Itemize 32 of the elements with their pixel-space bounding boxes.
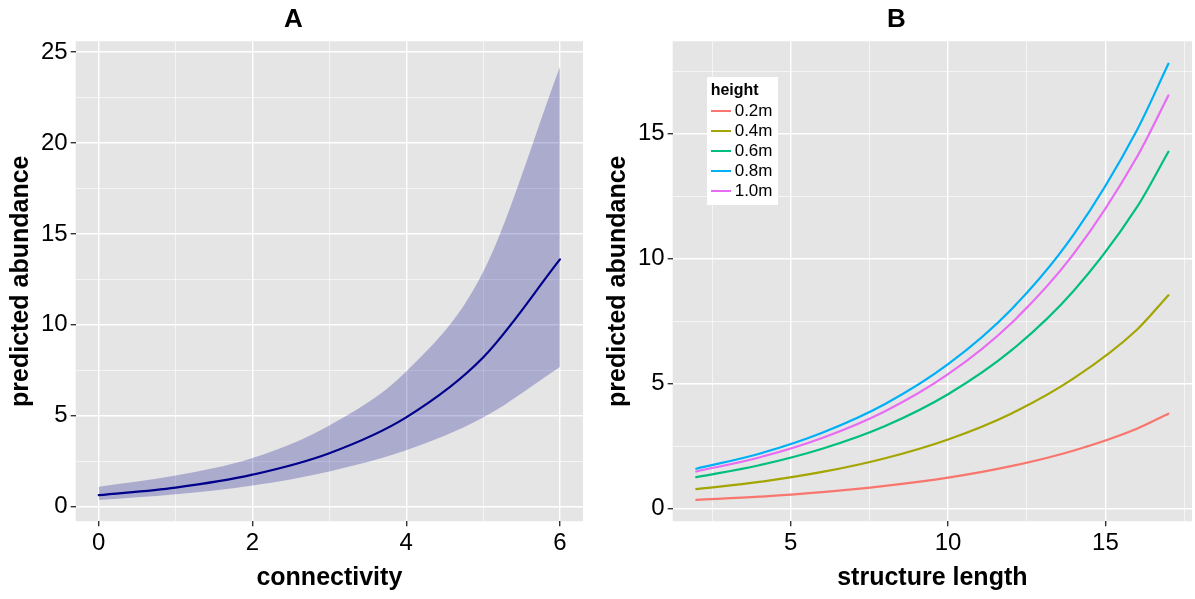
y-tick-label: 15 [40, 218, 68, 246]
x-axis-title: structure length [837, 561, 1028, 590]
y-tick-label: 10 [40, 309, 68, 337]
line-series [695, 294, 1170, 491]
y-tick-label: 0 [651, 493, 665, 521]
x-tick-label: 2 [245, 528, 260, 556]
x-tick-label: 0 [92, 528, 106, 556]
y-tick-label: 20 [40, 127, 68, 155]
y-axis-title: predicted abundance [4, 155, 33, 407]
y-tick-label: 10 [637, 243, 665, 271]
y-tick-label: 5 [54, 400, 68, 428]
x-tick-label: 5 [784, 528, 798, 556]
legend-label: 0.4m [734, 121, 773, 142]
x-tick-label: 4 [399, 528, 413, 556]
x-tick-label: 15 [1092, 528, 1119, 556]
y-axis-title: predicted abundance [601, 155, 630, 407]
chart-title: B [887, 2, 906, 33]
x-tick-label: 6 [553, 528, 567, 556]
y-tick-label: 0 [54, 491, 68, 519]
legend-label: 0.2m [734, 101, 773, 122]
legend-label: 1.0m [734, 181, 773, 202]
y-tick-label: 15 [637, 118, 665, 146]
y-tick-label: 25 [40, 36, 68, 64]
line-series [97, 258, 562, 497]
legend-label: 0.8m [734, 161, 773, 182]
y-tick-label: 5 [651, 368, 665, 396]
x-axis-title: connectivity [256, 561, 403, 590]
legend-label: 0.6m [734, 141, 773, 162]
x-tick-label: 10 [934, 528, 962, 556]
legend-title: height [710, 81, 760, 100]
line-series [695, 412, 1170, 502]
chart-title: A [284, 2, 304, 33]
